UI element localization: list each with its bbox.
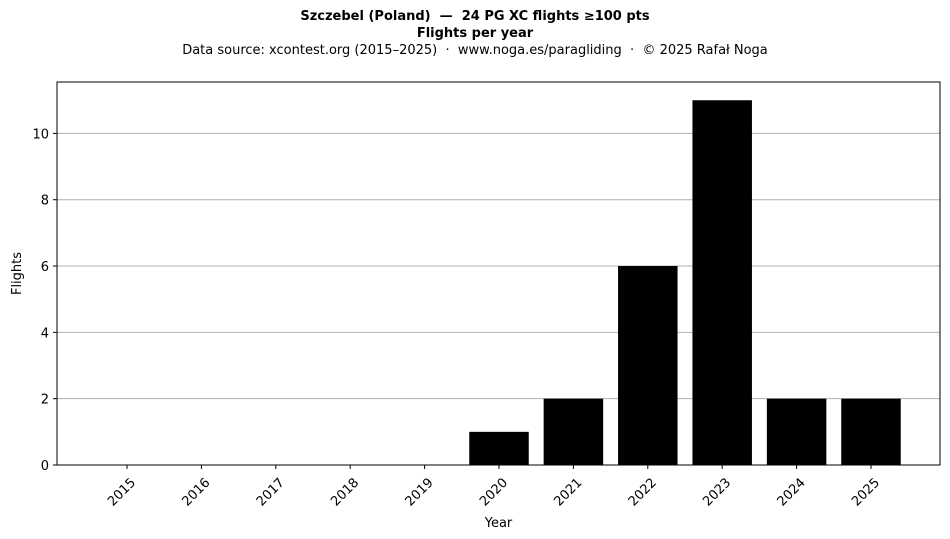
- bar-2022: [618, 266, 678, 465]
- y-tick-label: 2: [41, 393, 49, 408]
- y-tick-label: 6: [41, 260, 49, 275]
- x-tick-label-2017: 2017: [254, 475, 288, 509]
- bar-2023: [692, 100, 752, 465]
- y-tick-label: 4: [41, 326, 49, 341]
- y-tick-label: 0: [41, 459, 49, 474]
- chart-title-block: Szczebel (Poland) — 24 PG XC flights ≥10…: [0, 8, 950, 60]
- x-tick-label-2018: 2018: [328, 475, 362, 509]
- y-tick-label: 8: [41, 194, 49, 209]
- bar-2021: [543, 398, 604, 465]
- bar-layer: [469, 100, 901, 465]
- bar-2024: [766, 398, 827, 465]
- x-axis-label: Year: [484, 516, 513, 531]
- x-tick-label-2020: 2020: [477, 475, 511, 509]
- bar-2020: [469, 431, 529, 465]
- chart-subtitle-bold: Flights per year: [416, 26, 534, 41]
- x-tick-label-2016: 2016: [179, 475, 213, 509]
- x-tick-label-2022: 2022: [626, 475, 660, 509]
- grid-layer: [57, 132, 940, 400]
- tick-layer: 0 2 4 6 8 10 2015 2016 2017 2018 2019 2020 2021 2022 2…: [32, 127, 883, 509]
- chart-title: Szczebel (Poland) — 24 PG XC flights ≥10…: [300, 9, 650, 24]
- y-axis-label: Flights: [10, 252, 25, 295]
- bar-2025: [841, 398, 901, 465]
- x-tick-label-2024: 2024: [775, 475, 809, 509]
- x-tick-label-2023: 2023: [700, 475, 734, 509]
- chart-subtitle: Data source: xcontest.org (2015–2025) · …: [182, 43, 768, 58]
- y-tick-label: 10: [32, 127, 49, 142]
- x-tick-label-2019: 2019: [403, 475, 437, 509]
- x-tick-label-2015: 2015: [105, 475, 139, 509]
- x-tick-label-2021: 2021: [551, 475, 585, 509]
- x-tick-label-2025: 2025: [849, 475, 883, 509]
